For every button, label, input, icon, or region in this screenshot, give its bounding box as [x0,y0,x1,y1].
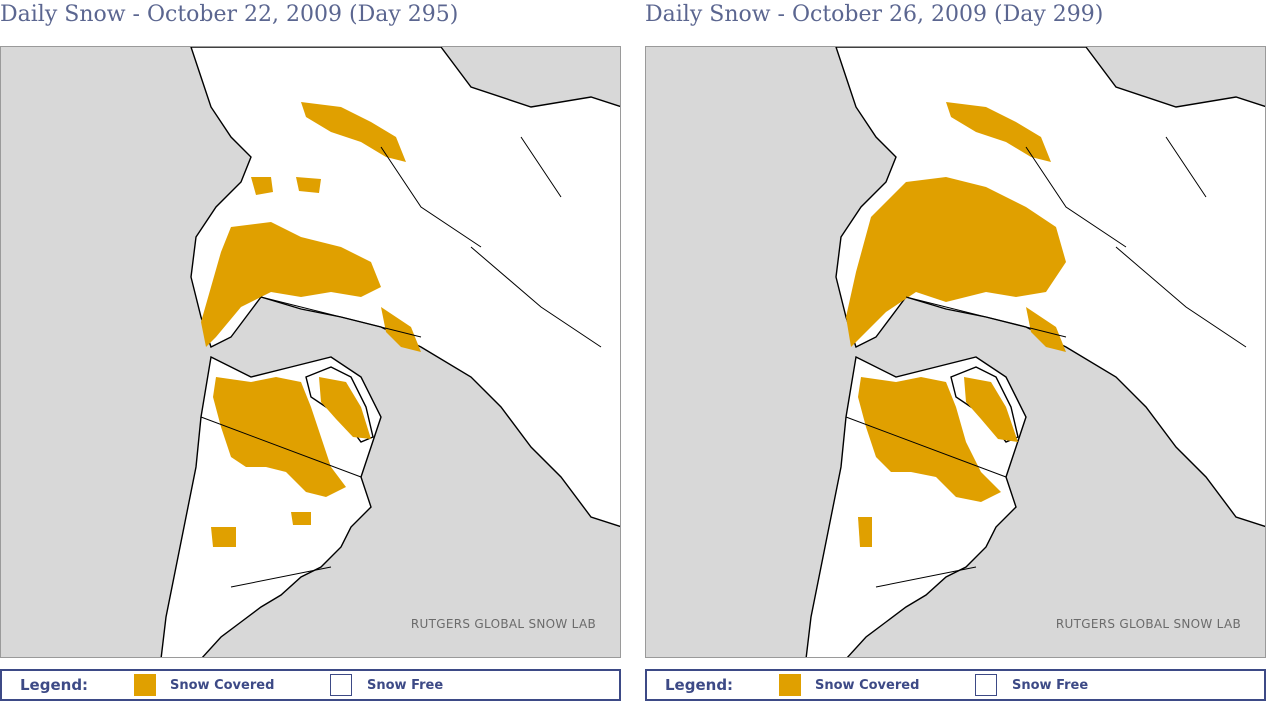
legend-title: Legend: [665,676,734,694]
snow-map-panel-oct-22: Daily Snow - October 22, 2009 (Day 295) … [0,0,636,727]
snow-scattered [1026,307,1066,352]
snow-greenland [964,377,1018,442]
snow-siberia [946,102,1051,162]
map-title: Daily Snow - October 22, 2009 (Day 295) [0,2,459,27]
snow-eurasia [201,222,381,347]
snow-siberia [301,102,406,162]
borders [200,136,602,588]
legend-title: Legend: [20,676,89,694]
north-america-land [160,355,382,657]
map-credit: RUTGERS GLOBAL SNOW LAB [410,617,596,631]
snow-canada [858,377,1001,502]
snow-map-panel-oct-26: Daily Snow - October 26, 2009 (Day 299) … [645,0,1280,727]
legend: Legend: Snow Covered Snow Free [645,669,1266,701]
snow-patches-us [211,512,311,547]
snow-covered-swatch [134,674,156,696]
map-title: Daily Snow - October 26, 2009 (Day 299) [645,2,1104,27]
snow-map: RUTGERS GLOBAL SNOW LAB [645,46,1266,658]
legend: Legend: Snow Covered Snow Free [0,669,621,701]
north-america-land [805,355,1027,657]
snow-covered-swatch [779,674,801,696]
map-credit: RUTGERS GLOBAL SNOW LAB [1055,617,1241,631]
snow-map-graphic [805,47,1265,657]
snow-canada [213,377,346,497]
snow-free-label: Snow Free [1012,678,1089,693]
borders [845,136,1247,588]
snow-free-label: Snow Free [367,678,444,693]
snow-scattered [251,177,421,352]
snow-covered-label: Snow Covered [170,678,275,693]
snow-covered-label: Snow Covered [815,678,920,693]
snow-eurasia [846,177,1066,347]
snow-free-swatch [975,674,997,696]
snow-map: RUTGERS GLOBAL SNOW LAB [0,46,621,658]
snow-patches-us [858,517,872,547]
snow-map-graphic [160,47,620,657]
snow-greenland [319,377,371,439]
snow-free-swatch [330,674,352,696]
